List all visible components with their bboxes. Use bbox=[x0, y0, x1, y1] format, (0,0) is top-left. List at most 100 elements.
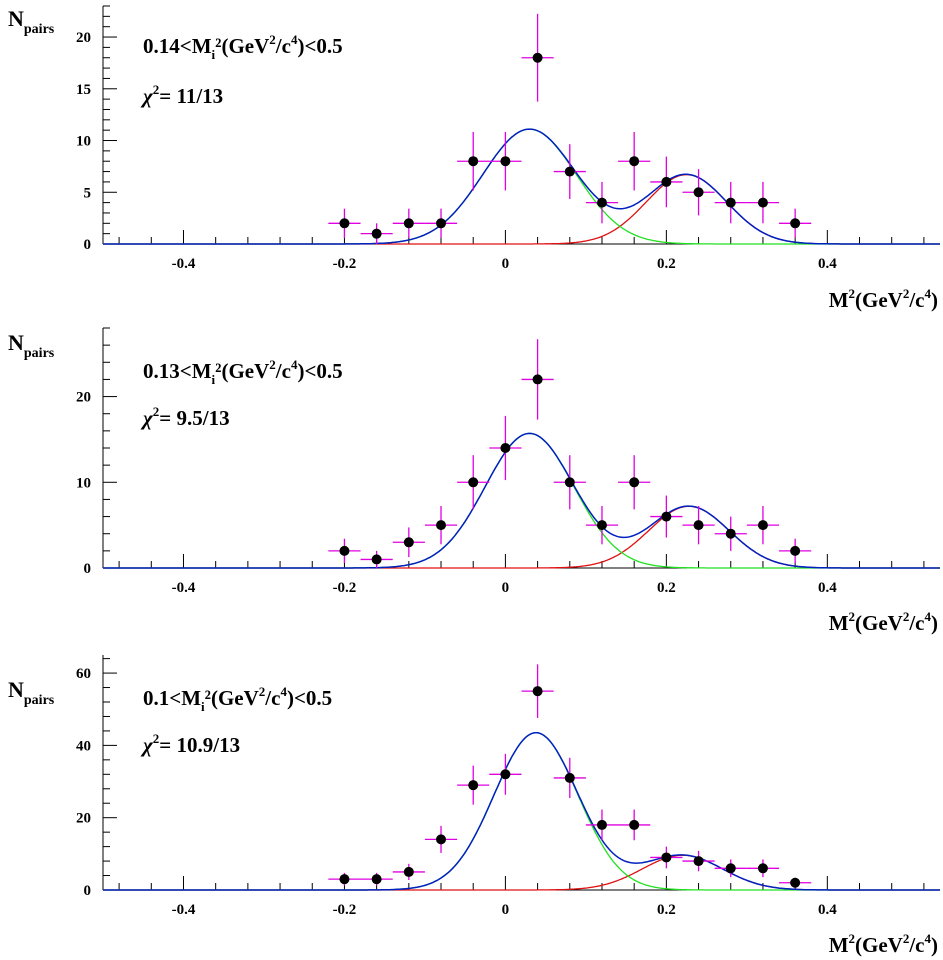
data-point bbox=[746, 181, 780, 224]
fit-curve-peak2 bbox=[103, 174, 940, 245]
chi2-annotation: χ2= 10.9/13 bbox=[140, 731, 240, 757]
y-axis-label: Npairs bbox=[8, 677, 55, 708]
data-point bbox=[457, 765, 490, 805]
x-tick-label: 0.2 bbox=[657, 256, 676, 272]
data-marker bbox=[596, 819, 607, 830]
data-marker bbox=[564, 166, 575, 177]
data-marker bbox=[403, 537, 414, 548]
data-point bbox=[746, 505, 780, 545]
data-marker bbox=[436, 218, 447, 229]
x-axis-label: M2(GeV2/c4) bbox=[829, 286, 938, 312]
fit-curve-total bbox=[103, 432, 940, 569]
cut-annotation: 0.13<Mi²(GeV2/c4)<0.5 bbox=[143, 357, 343, 387]
x-tick-label: 0.4 bbox=[818, 580, 837, 596]
data-marker bbox=[629, 156, 640, 167]
chart-panel-3: -0.4 -0.2 0 0.2 0.4 0 20 40 60 Npairs M2(GeV2/c4) 0… bbox=[8, 655, 940, 957]
x-axis-label: M2(GeV2/c4) bbox=[829, 931, 938, 957]
data-marker bbox=[564, 477, 575, 488]
cut-annotation: 0.14<Mi²(GeV2/c4)<0.5 bbox=[143, 32, 343, 62]
data-point bbox=[746, 859, 780, 878]
data-point bbox=[457, 455, 490, 510]
data-marker bbox=[532, 686, 543, 697]
data-marker bbox=[339, 874, 350, 885]
data-marker bbox=[725, 528, 736, 539]
fit-curve-peak1 bbox=[103, 128, 940, 245]
x-tick-label: 0 bbox=[502, 902, 510, 918]
x-tick-label: 0 bbox=[502, 580, 510, 596]
data-marker bbox=[339, 218, 350, 229]
data-point bbox=[360, 550, 393, 568]
chart-panel-2: -0.4 -0.2 0 0.2 0.4 0 10 20 Npairs M2(GeV2/c4) 0.1… bbox=[8, 327, 940, 635]
data-point bbox=[489, 415, 522, 481]
x-tick-label: 0.2 bbox=[657, 902, 676, 918]
data-point bbox=[553, 757, 586, 799]
data-marker bbox=[436, 834, 447, 845]
y-tick-label: 5 bbox=[84, 185, 92, 201]
data-marker bbox=[693, 187, 704, 198]
data-point bbox=[553, 455, 586, 510]
data-point bbox=[618, 455, 651, 510]
data-marker bbox=[500, 769, 511, 780]
data-point bbox=[650, 156, 683, 208]
data-marker bbox=[403, 218, 414, 229]
data-marker bbox=[596, 520, 607, 531]
cut-annotation: 0.1<Mi²(GeV2/c4)<0.5 bbox=[143, 684, 332, 714]
fit-curve-peak2 bbox=[103, 854, 940, 891]
data-point bbox=[618, 809, 651, 841]
data-marker bbox=[596, 197, 607, 208]
data-marker bbox=[790, 877, 801, 888]
data-point bbox=[553, 144, 586, 199]
data-marker bbox=[790, 218, 801, 229]
y-tick-label: 60 bbox=[76, 666, 91, 682]
y-tick-label: 10 bbox=[76, 134, 91, 150]
data-point bbox=[328, 538, 361, 563]
data-point bbox=[585, 181, 619, 224]
y-tick-label: 20 bbox=[76, 30, 91, 46]
data-marker bbox=[468, 477, 479, 488]
data-marker bbox=[371, 228, 382, 239]
x-axis-label: M2(GeV2/c4) bbox=[829, 609, 938, 635]
data-marker bbox=[725, 863, 736, 874]
x-tick-label: 0.4 bbox=[818, 256, 837, 272]
data-point bbox=[360, 872, 393, 886]
data-point bbox=[424, 825, 458, 853]
data-marker bbox=[790, 545, 801, 556]
data-marker bbox=[436, 520, 447, 531]
data-point bbox=[779, 877, 812, 888]
y-tick-label: 0 bbox=[84, 883, 92, 899]
x-tick-label: -0.2 bbox=[333, 256, 357, 272]
y-tick-label: 0 bbox=[84, 561, 92, 577]
x-tick-label: -0.2 bbox=[333, 580, 357, 596]
data-marker bbox=[500, 156, 511, 167]
data-marker bbox=[403, 866, 414, 877]
data-marker bbox=[629, 477, 640, 488]
data-point bbox=[618, 131, 651, 191]
data-point bbox=[714, 516, 747, 551]
data-marker bbox=[661, 852, 672, 863]
data-marker bbox=[757, 520, 768, 531]
data-marker bbox=[661, 176, 672, 187]
data-point bbox=[392, 208, 425, 238]
x-tick-label: -0.2 bbox=[333, 902, 357, 918]
x-tick-label: 0.2 bbox=[657, 580, 676, 596]
data-marker bbox=[693, 520, 704, 531]
data-marker bbox=[661, 511, 672, 522]
data-marker bbox=[757, 863, 768, 874]
data-marker bbox=[564, 772, 575, 783]
fit-curve-total bbox=[103, 731, 940, 891]
chi2-annotation: χ2= 9.5/13 bbox=[140, 404, 230, 430]
chart-panel-1: -0.4 -0.2 0 0.2 0.4 0 5 10 15 20 Npairs M2(GeV2/c4)… bbox=[8, 5, 940, 312]
data-point bbox=[682, 505, 715, 545]
y-tick-label: 0 bbox=[84, 237, 92, 253]
chi2-annotation: χ2= 11/13 bbox=[140, 82, 223, 108]
y-tick-label: 40 bbox=[76, 738, 91, 754]
data-marker bbox=[693, 856, 704, 867]
data-point bbox=[650, 495, 683, 538]
data-point bbox=[682, 850, 715, 872]
data-marker bbox=[725, 197, 736, 208]
data-point bbox=[521, 339, 554, 420]
fit-curve-total bbox=[103, 128, 940, 245]
fit-curve-peak2 bbox=[103, 505, 940, 569]
data-point bbox=[360, 223, 393, 244]
